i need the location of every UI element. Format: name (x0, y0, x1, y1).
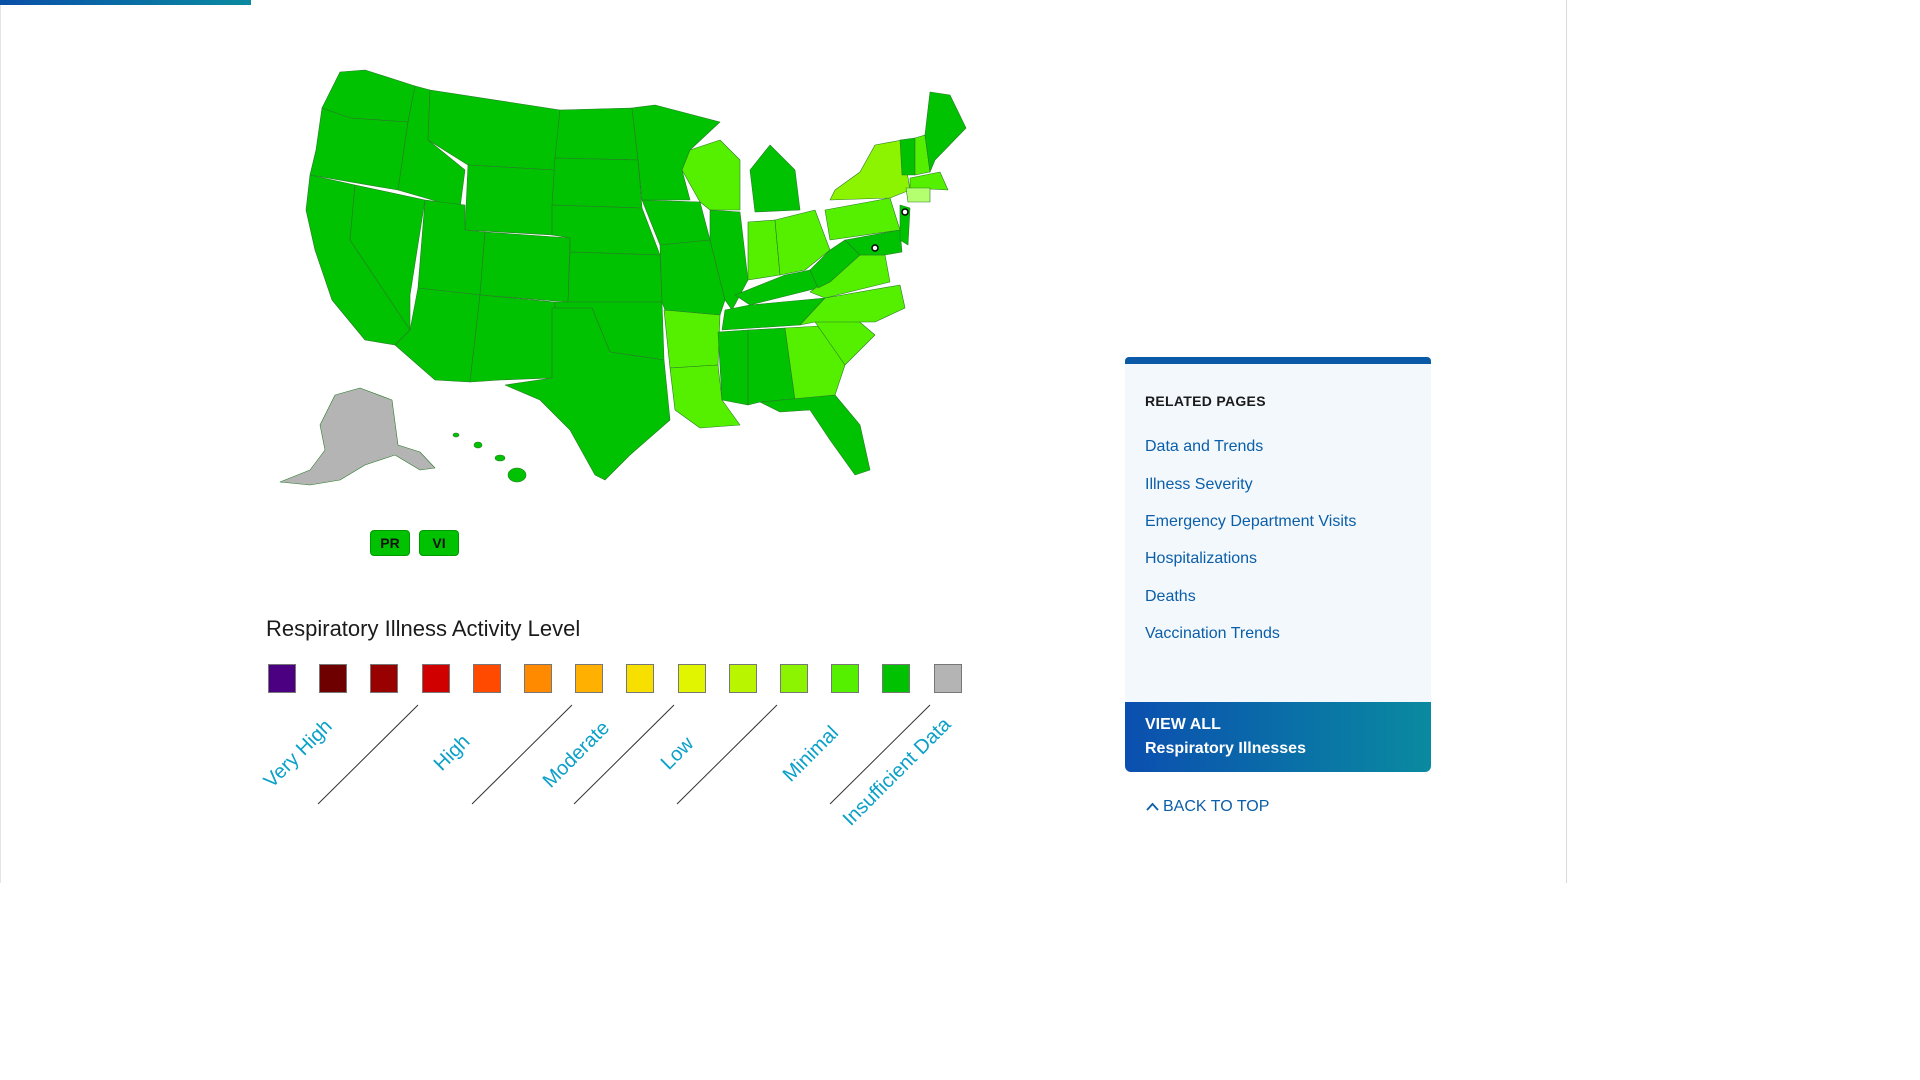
legend-swatch (421, 664, 450, 693)
legend-swatch (831, 664, 860, 693)
view-all-label: VIEW ALL (1145, 716, 1221, 733)
state-oh[interactable] (774, 209, 831, 276)
related-link-vaccination-trends[interactable]: Vaccination Trends (1145, 625, 1280, 642)
state-hi-maui[interactable] (494, 454, 506, 462)
state-hi-big-island[interactable] (507, 467, 527, 483)
state-ar[interactable] (663, 309, 721, 369)
scrollbar-edge (1566, 0, 1567, 883)
state-nd[interactable] (554, 107, 639, 161)
chevron-up-icon (1146, 802, 1159, 811)
state-wy[interactable] (464, 164, 556, 236)
legend-swatch (472, 664, 501, 693)
state-hi-oahu[interactable] (473, 441, 483, 449)
legend-swatch (728, 664, 757, 693)
territory-pr-button[interactable]: PR (370, 530, 410, 556)
us-activity-map (279, 69, 967, 486)
legend-title: Respiratory Illness Activity Level (266, 616, 581, 641)
legend-swatch (370, 664, 399, 693)
state-ks[interactable] (567, 251, 663, 303)
state-vt[interactable] (899, 137, 916, 176)
legend-swatch (268, 664, 296, 693)
state-nv[interactable] (349, 184, 426, 331)
state-in[interactable] (747, 219, 781, 281)
state-nm[interactable] (469, 294, 556, 383)
state-wi[interactable] (681, 139, 741, 211)
reading-progress-bar (0, 0, 251, 5)
legend-swatch (524, 664, 552, 693)
related-pages-card: RELATED PAGES Data and Trends Illness Se… (1125, 357, 1431, 702)
related-link-deaths[interactable]: Deaths (1145, 588, 1196, 605)
state-fl[interactable] (759, 394, 871, 476)
state-ms[interactable] (717, 329, 749, 406)
legend-swatch (319, 664, 348, 693)
related-link-ed-visits[interactable]: Emergency Department Visits (1145, 513, 1357, 530)
state-mi[interactable] (749, 144, 801, 213)
state-tx[interactable] (504, 307, 671, 481)
nyc-marker[interactable] (901, 208, 909, 216)
state-sd[interactable] (551, 157, 643, 209)
legend-swatch (677, 664, 706, 693)
state-ga[interactable] (784, 325, 846, 401)
legend-swatch (933, 664, 962, 693)
state-la[interactable] (669, 364, 741, 429)
state-ak (279, 387, 436, 486)
view-all-button[interactable]: VIEW ALL Respiratory Illnesses (1125, 702, 1431, 772)
state-me[interactable] (924, 91, 967, 173)
state-ny[interactable] (829, 139, 911, 201)
related-pages-heading: RELATED PAGES (1145, 393, 1266, 409)
legend-dividers (317, 704, 931, 805)
related-link-illness-severity[interactable]: Illness Severity (1145, 476, 1253, 493)
related-link-data-and-trends[interactable]: Data and Trends (1145, 438, 1264, 455)
legend-swatch (575, 664, 604, 693)
state-md[interactable] (844, 229, 903, 256)
territory-vi-button[interactable]: VI (419, 530, 459, 556)
view-all-target: Respiratory Illnesses (1145, 740, 1306, 757)
legend-swatch (626, 664, 655, 693)
back-to-top-link[interactable]: BACK TO TOP (1146, 798, 1269, 816)
back-to-top-label: BACK TO TOP (1163, 798, 1270, 815)
state-ma[interactable] (909, 171, 949, 191)
state-hi-kauai[interactable] (452, 432, 460, 438)
state-tn[interactable] (721, 297, 826, 331)
legend-swatch (882, 664, 911, 693)
dc-marker[interactable] (871, 244, 879, 252)
state-co[interactable] (479, 231, 571, 303)
state-ct[interactable] (905, 187, 931, 203)
state-nj[interactable] (899, 204, 911, 246)
related-link-hospitalizations[interactable]: Hospitalizations (1145, 550, 1258, 567)
page-frame (0, 0, 1, 883)
legend-swatch (780, 664, 808, 693)
